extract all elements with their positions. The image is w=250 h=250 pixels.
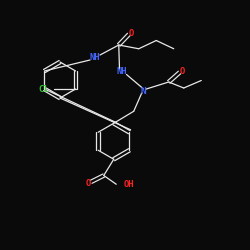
Text: O: O <box>128 29 134 38</box>
Text: OH: OH <box>124 180 134 189</box>
Text: O: O <box>179 67 185 76</box>
Text: N: N <box>140 86 146 96</box>
Text: Cl: Cl <box>38 84 49 94</box>
Text: NH: NH <box>117 68 127 76</box>
Text: NH: NH <box>89 52 100 62</box>
Text: O: O <box>86 178 91 188</box>
